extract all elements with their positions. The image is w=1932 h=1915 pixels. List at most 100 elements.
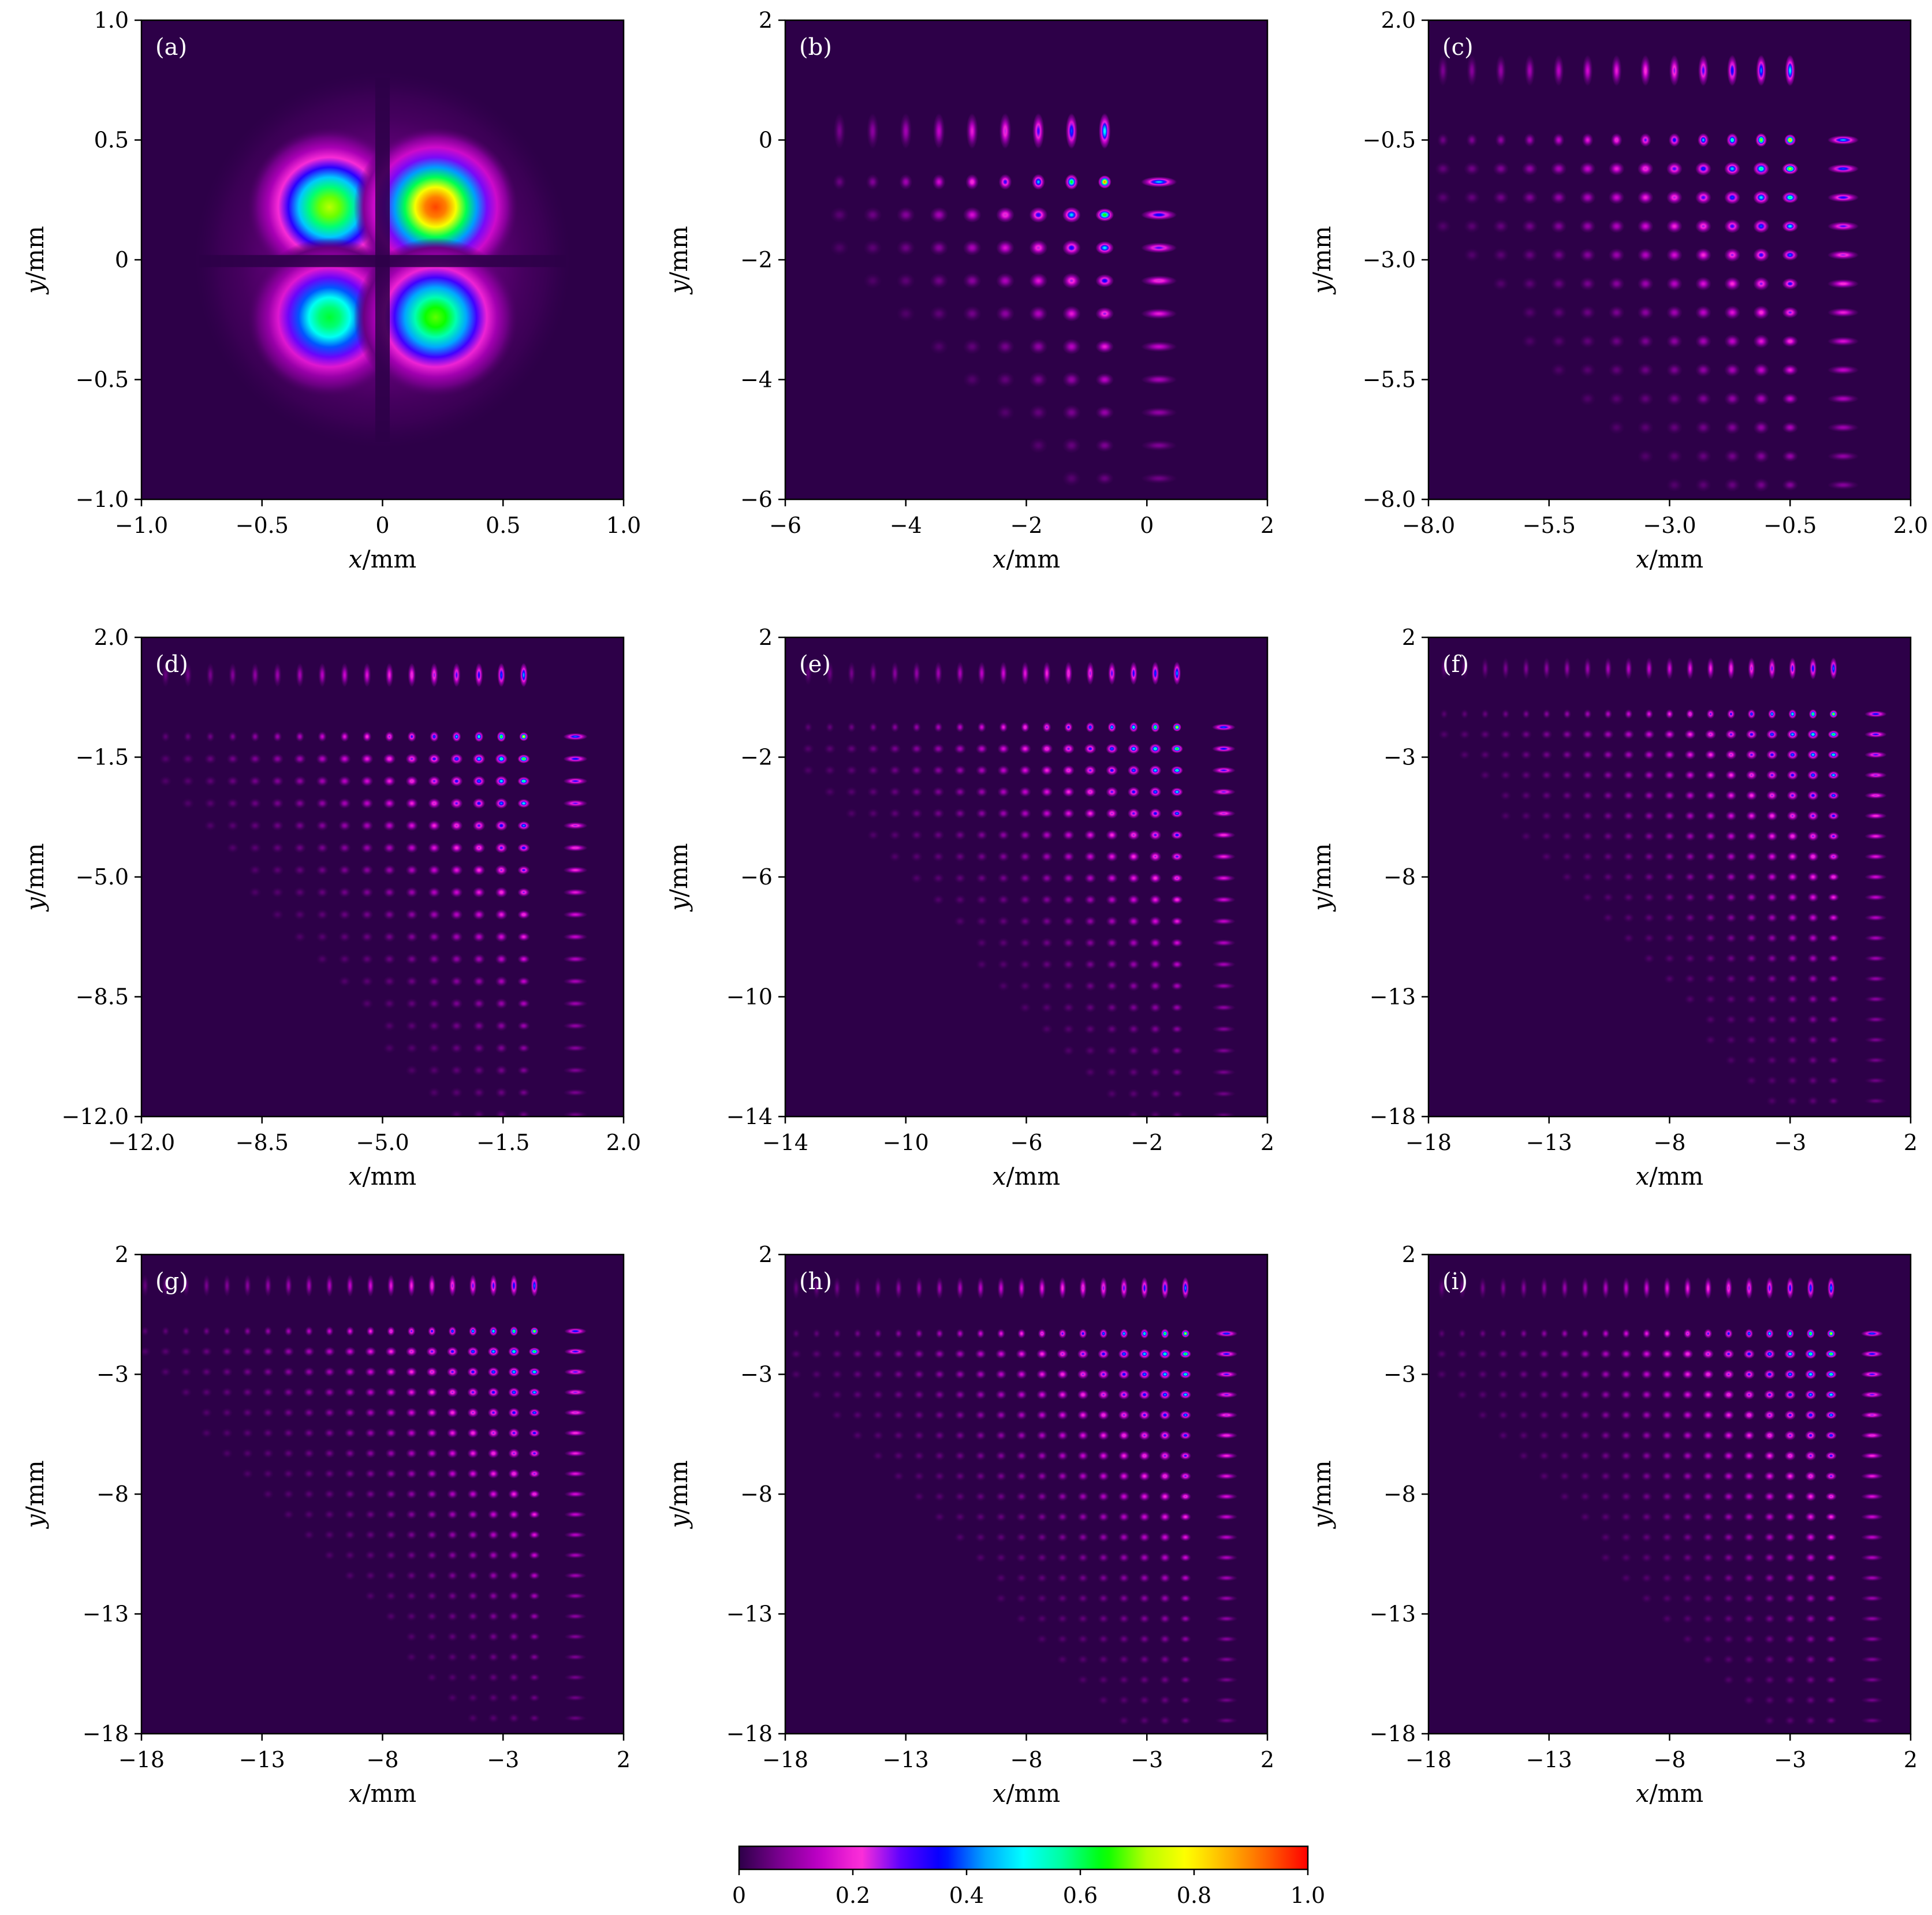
lattice-spot [364,1550,376,1561]
lattice-spot [450,976,463,987]
lattice-spot [405,1043,419,1054]
lattice-spot [1864,731,1887,738]
lattice-spot [1669,54,1680,87]
lattice-spot [1550,191,1567,205]
lattice-spot [1159,1736,1171,1746]
lattice-spot [325,1326,334,1337]
lattice-spot [563,955,588,963]
lattice-spot [932,743,945,754]
lattice-spot [1149,743,1162,754]
lattice-spot [1861,1738,1883,1744]
lattice-spot [1497,1430,1509,1440]
lattice-spot [517,887,530,897]
lattice-spot [1550,305,1567,320]
lattice-spot [428,775,441,787]
lattice-spot [889,743,901,754]
lattice-spot [1077,1593,1089,1604]
lattice-spot [1825,1634,1837,1644]
lattice-spot [1500,811,1512,821]
lattice-spot [1211,788,1236,796]
lattice-spot [564,1756,587,1762]
lattice-spot [1099,1328,1108,1339]
lattice-spot [1827,852,1840,861]
lattice-spot [872,1349,884,1359]
lattice-spot [360,931,374,943]
lattice-spot [520,662,528,688]
lattice-spot [183,731,193,742]
lattice-spot [1827,771,1840,779]
lattice-spot [1553,133,1565,147]
lattice-spot [811,1349,823,1359]
lattice-spot [1827,221,1859,231]
x-tick-label: −12.0 [108,1130,175,1155]
lattice-spot [1864,833,1887,840]
lattice-spot [935,1276,943,1300]
lattice-spot [1140,341,1177,352]
lattice-spot [1782,220,1799,232]
lattice-spot [1558,1369,1571,1380]
lattice-spot [221,1387,233,1398]
lattice-spot [1640,1532,1653,1543]
lattice-spot [1702,1390,1714,1400]
x-tick-label: −18 [1405,1747,1452,1772]
lattice-spot [1127,873,1140,884]
lattice-spot [563,822,588,830]
lattice-spot [1825,1350,1837,1358]
lattice-spot [999,722,1008,733]
lattice-spot [1098,1552,1110,1563]
lattice-spot [1620,1451,1632,1461]
lattice-spot [1743,1675,1755,1685]
lattice-spot [472,753,486,764]
lattice-spot [1127,1024,1140,1035]
lattice-spot [489,1326,498,1337]
lattice-spot [264,1274,272,1297]
lattice-spot [161,1326,170,1337]
lattice-spot [1808,709,1818,719]
lattice-spot [1864,1118,1887,1125]
lattice-spot [1140,440,1177,451]
lattice-spot [1864,1098,1887,1104]
lattice-spot [1661,1451,1673,1461]
lattice-spot [472,887,486,898]
lattice-spot [1684,831,1696,841]
lattice-spot [1019,851,1031,862]
lattice-spot [1811,1116,1815,1117]
lattice-spot [323,1346,335,1357]
lattice-spot [1747,709,1756,719]
lattice-spot [181,798,195,809]
lattice-spot [1695,363,1711,377]
lattice-spot [889,786,901,797]
lattice-spot [1763,1471,1776,1481]
lattice-spot [975,873,988,884]
lattice-spot [1825,1513,1837,1521]
lattice-spot [1745,831,1758,841]
lattice-spot [1722,1491,1735,1502]
lattice-spot [1860,1412,1883,1418]
lattice-spot [1215,1676,1238,1683]
lattice-spot [1807,790,1819,801]
lattice-spot [426,1448,438,1458]
lattice-spot [405,998,419,1009]
lattice-spot [995,1491,1007,1502]
lattice-spot [405,1387,417,1398]
lattice-spot [1098,1695,1110,1705]
lattice-spot [1493,162,1509,176]
lattice-spot [1171,1133,1183,1141]
lattice-spot [1681,1451,1694,1461]
lattice-spot [1784,1430,1796,1440]
lattice-spot [1215,1534,1238,1541]
lattice-spot [1695,219,1711,233]
lattice-spot [802,765,815,776]
lattice-spot [405,1065,419,1076]
lattice-spot [1766,770,1778,781]
lattice-spot [1827,1036,1840,1044]
lattice-spot [452,731,461,742]
lattice-spot [1062,808,1075,819]
y-tick-label: 0 [115,247,129,272]
lattice-spot [1724,191,1741,205]
y-tick-label: −13 [726,1602,773,1627]
lattice-spot [812,1328,821,1339]
lattice-spot [1782,364,1799,376]
x-tick-label: −2 [1131,1130,1163,1155]
lattice-spot [426,1469,438,1479]
